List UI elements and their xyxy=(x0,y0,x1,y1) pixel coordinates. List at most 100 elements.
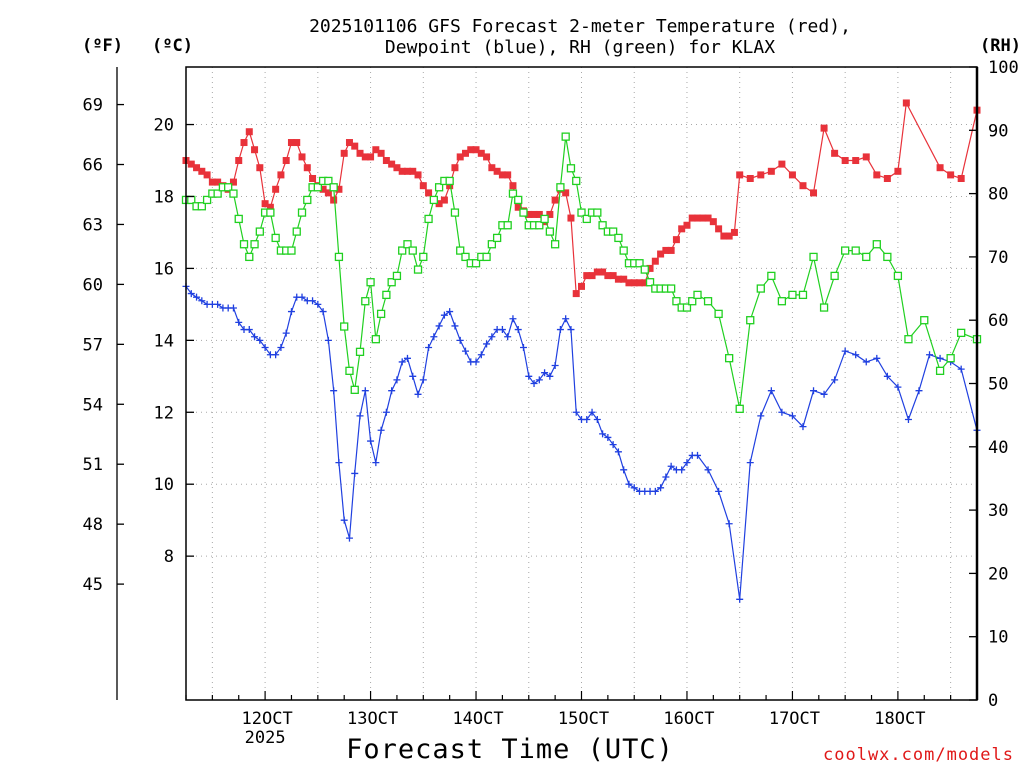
dewpoint-point xyxy=(678,466,686,474)
fahrenheit-unit-label: (ºF) xyxy=(82,36,123,56)
temperature-point xyxy=(788,171,796,179)
rh-point xyxy=(224,183,233,192)
dewpoint-point xyxy=(852,351,860,359)
rh-point xyxy=(429,195,438,205)
rh-point xyxy=(640,265,649,274)
dewpoint-point xyxy=(519,344,527,352)
rh-point xyxy=(545,227,555,236)
temperature-point xyxy=(694,214,702,222)
temperature-point xyxy=(193,164,201,172)
rh-point xyxy=(303,195,312,205)
rh-point xyxy=(635,259,644,268)
credit-link[interactable]: coolwx.com/models xyxy=(823,745,1014,765)
temperature-point xyxy=(530,210,538,218)
rh-point xyxy=(350,385,359,394)
rh-tick-label: 70 xyxy=(988,248,1008,268)
rh-point xyxy=(376,309,386,319)
temperature-point xyxy=(340,149,348,157)
rh-point xyxy=(202,195,212,205)
rh-point xyxy=(614,233,623,243)
rh-point xyxy=(355,347,365,357)
temperature-point xyxy=(609,272,617,280)
rh-tick-label: 20 xyxy=(988,564,1008,584)
temperature-point xyxy=(578,282,585,290)
dewpoint-point xyxy=(694,451,702,459)
fahrenheit-tick-label: 48 xyxy=(83,515,103,535)
rh-point xyxy=(398,246,407,255)
temperature-point xyxy=(398,167,406,175)
rh-point xyxy=(324,176,333,186)
fahrenheit-tick-label: 54 xyxy=(83,395,103,415)
temperature-point xyxy=(672,236,680,244)
dewpoint-point xyxy=(799,423,807,431)
temperature-point xyxy=(261,200,269,208)
dewpoint-point xyxy=(440,311,448,319)
dewpoint-point xyxy=(403,354,411,362)
temperature-point xyxy=(535,210,543,218)
rh-point xyxy=(345,366,354,375)
dewpoint-point xyxy=(662,473,670,481)
dewpoint-point xyxy=(298,293,306,301)
x-tick-label: 15OCT xyxy=(558,709,609,729)
temperature-point xyxy=(894,167,902,175)
temperature-point xyxy=(778,160,786,168)
dewpoint-point xyxy=(309,297,317,305)
rh-point xyxy=(688,297,697,306)
dewpoint-point xyxy=(229,304,237,312)
rh-point xyxy=(841,246,850,255)
rh-point xyxy=(767,271,776,281)
fahrenheit-tick-label: 69 xyxy=(83,96,103,116)
celsius-tick-label: 14 xyxy=(154,331,174,351)
dewpoint-point xyxy=(272,351,280,359)
temperature-point xyxy=(873,171,881,179)
x-tick-label: 14OCT xyxy=(452,709,503,729)
rh-point xyxy=(566,164,576,173)
dewpoint-point xyxy=(551,362,559,370)
temperature-point xyxy=(678,225,686,233)
dewpoint-point xyxy=(725,520,733,528)
rh-point xyxy=(492,233,502,243)
dewpoint-point xyxy=(593,415,601,423)
celsius-tick-label: 20 xyxy=(154,116,174,136)
temperature-point xyxy=(902,99,910,107)
temperature-point xyxy=(620,275,628,283)
rh-point xyxy=(413,265,423,274)
temperature-point xyxy=(504,171,512,179)
rh-point xyxy=(287,246,296,255)
rh-point xyxy=(735,404,744,413)
temperature-point xyxy=(862,153,870,161)
temperature-point xyxy=(730,228,738,236)
rh-point xyxy=(461,252,470,262)
temperature-point xyxy=(293,139,301,147)
dewpoint-point xyxy=(788,412,796,420)
dewpoint-point xyxy=(382,408,390,416)
rh-point xyxy=(714,309,723,319)
dewpoint-point xyxy=(198,297,206,305)
temperature-point xyxy=(488,164,496,172)
dewpoint-point xyxy=(630,484,638,492)
temperature-point xyxy=(235,157,243,165)
dewpoint-point xyxy=(657,484,665,492)
rh-point xyxy=(508,189,518,198)
temperature-point xyxy=(330,196,338,204)
temperature-point xyxy=(599,268,607,276)
rh-point xyxy=(666,284,676,293)
temperature-point xyxy=(630,279,638,287)
dewpoint-point xyxy=(409,372,417,380)
dewpoint-point xyxy=(277,344,285,352)
rh-point xyxy=(935,366,945,375)
temperature-point xyxy=(208,178,216,186)
dewpoint-point xyxy=(330,387,338,395)
temperature-point xyxy=(625,279,633,287)
temperature-point xyxy=(831,149,839,157)
dewpoint-point xyxy=(609,441,617,449)
rh-point xyxy=(598,221,607,230)
temperature-point xyxy=(251,146,259,154)
dewpoint-point xyxy=(324,336,332,344)
temperature-point xyxy=(636,279,644,287)
temperature-point xyxy=(277,171,285,179)
dewpoint-point xyxy=(599,430,607,438)
dewpoint-point xyxy=(314,300,322,308)
rh-point xyxy=(756,284,765,293)
dewpoint-point xyxy=(187,290,195,298)
